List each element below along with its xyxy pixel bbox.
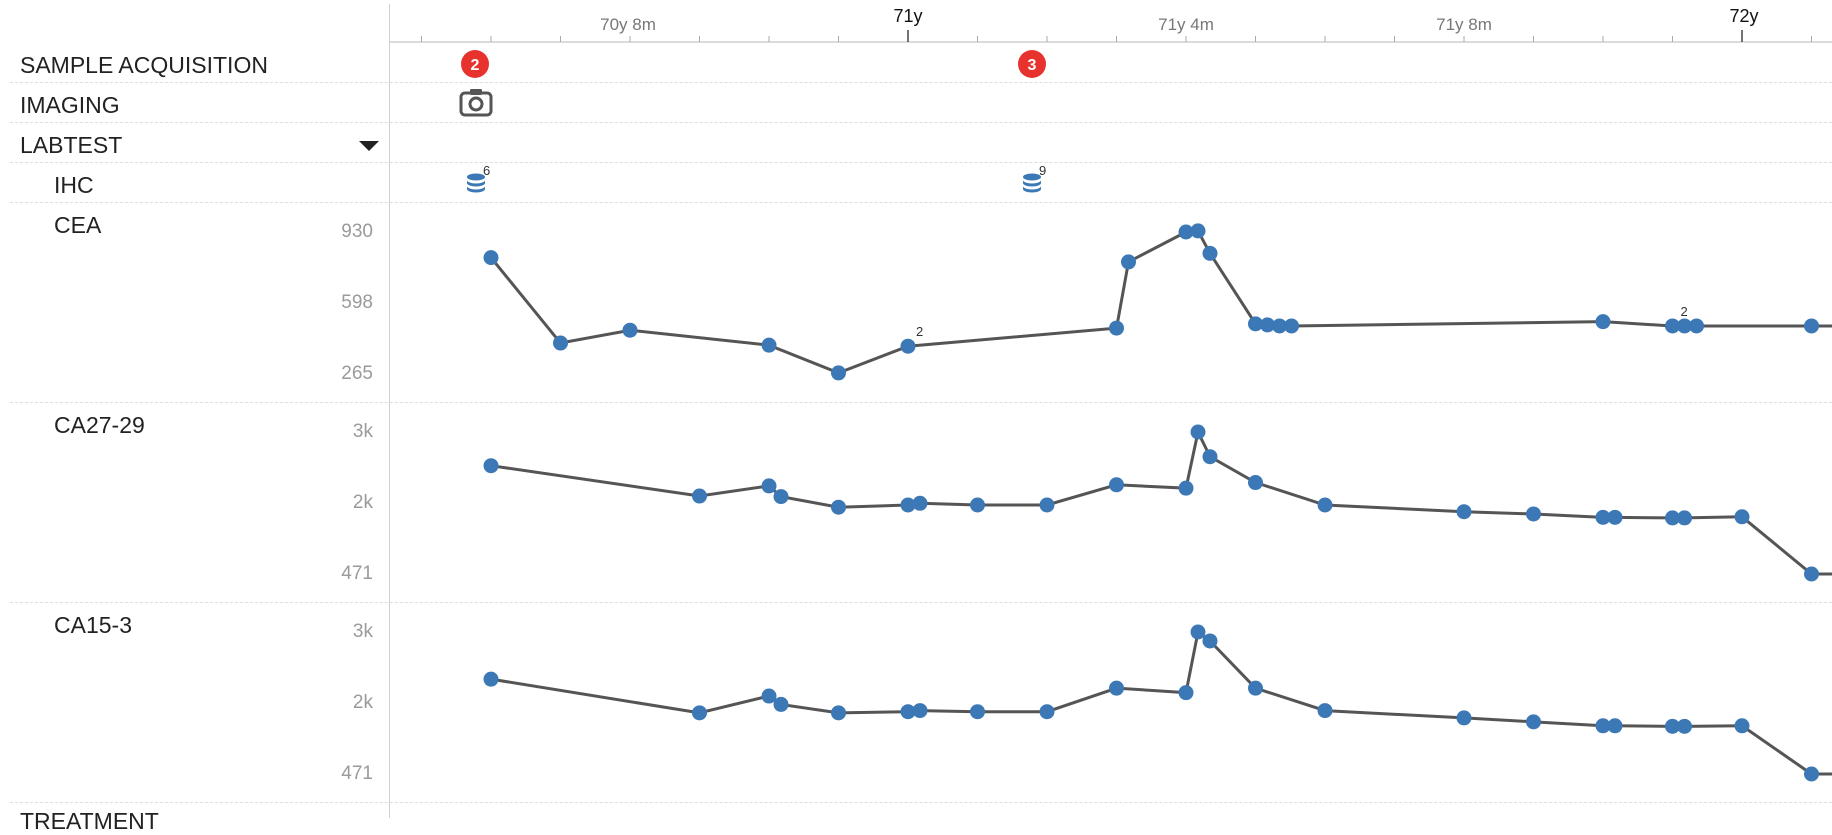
data-point[interactable] (1203, 449, 1218, 464)
data-point[interactable] (484, 672, 499, 687)
ihc-count-label: 6 (483, 163, 490, 178)
data-point[interactable] (692, 489, 707, 504)
data-point[interactable] (913, 703, 928, 718)
timeline-plot: 70y 8m 71y 71y 4m 71y 8m 72y 2 3 6 (0, 0, 1832, 818)
data-point[interactable] (1735, 718, 1750, 733)
data-point[interactable] (1203, 246, 1218, 261)
data-point[interactable] (1318, 497, 1333, 512)
data-point[interactable] (1179, 685, 1194, 700)
data-point[interactable] (1804, 567, 1819, 582)
timeline-tick-label: 70y 8m (600, 15, 656, 34)
timeline-tick-label: 72y (1729, 6, 1758, 26)
data-point[interactable] (1318, 703, 1333, 718)
data-point[interactable] (1040, 704, 1055, 719)
sample-event-badge[interactable]: 2 (461, 50, 489, 78)
data-point[interactable] (1677, 719, 1692, 734)
data-point[interactable] (1248, 475, 1263, 490)
camera-icon[interactable] (461, 89, 491, 115)
svg-text:2: 2 (471, 57, 480, 74)
data-point[interactable] (762, 478, 777, 493)
data-point[interactable] (1109, 477, 1124, 492)
oncoprint-timeline: SAMPLE ACQUISITION IMAGING LABTEST IHC C… (0, 0, 1832, 818)
data-point[interactable] (1804, 318, 1819, 333)
data-point[interactable] (1179, 481, 1194, 496)
data-point[interactable] (1121, 254, 1136, 269)
series-line (491, 432, 1832, 574)
data-point[interactable] (484, 250, 499, 265)
data-point[interactable] (1284, 318, 1299, 333)
data-point[interactable] (1248, 681, 1263, 696)
data-point[interactable] (913, 496, 928, 511)
data-point[interactable] (1109, 681, 1124, 696)
data-point[interactable] (1040, 497, 1055, 512)
data-point[interactable] (1735, 509, 1750, 524)
data-point[interactable] (762, 338, 777, 353)
data-point[interactable] (1109, 321, 1124, 336)
data-point[interactable] (1677, 510, 1692, 525)
data-point[interactable] (1596, 314, 1611, 329)
timeline-tick-label: 71y 4m (1158, 15, 1214, 34)
ihc-count-label: 9 (1039, 163, 1046, 178)
data-point[interactable] (901, 339, 916, 354)
sample-event-badge[interactable]: 3 (1018, 50, 1046, 78)
data-point[interactable] (831, 705, 846, 720)
data-point[interactable] (1191, 223, 1206, 238)
data-point[interactable] (1191, 625, 1206, 640)
data-point[interactable] (553, 336, 568, 351)
timeline-tick-label: 71y 8m (1436, 15, 1492, 34)
data-point[interactable] (774, 697, 789, 712)
series-line (491, 231, 1832, 373)
data-point[interactable] (692, 705, 707, 720)
point-count-label: 2 (1681, 304, 1688, 319)
data-point[interactable] (1526, 506, 1541, 521)
data-point[interactable] (1689, 318, 1704, 333)
data-point[interactable] (1608, 718, 1623, 733)
data-point[interactable] (1457, 710, 1472, 725)
data-point[interactable] (1457, 504, 1472, 519)
data-point[interactable] (831, 500, 846, 515)
data-point[interactable] (1608, 510, 1623, 525)
data-point[interactable] (831, 365, 846, 380)
data-point[interactable] (1191, 425, 1206, 440)
series-layer: 22 (484, 223, 1832, 781)
point-count-label: 2 (916, 324, 923, 339)
series-line (491, 632, 1832, 774)
data-point[interactable] (484, 458, 499, 473)
data-point[interactable] (970, 497, 985, 512)
data-point[interactable] (1203, 633, 1218, 648)
data-point[interactable] (1526, 714, 1541, 729)
data-point[interactable] (774, 489, 789, 504)
svg-text:3: 3 (1028, 57, 1037, 74)
data-point[interactable] (623, 323, 638, 338)
data-point[interactable] (970, 704, 985, 719)
timeline-tick-label: 71y (893, 6, 922, 26)
data-point[interactable] (1804, 767, 1819, 782)
